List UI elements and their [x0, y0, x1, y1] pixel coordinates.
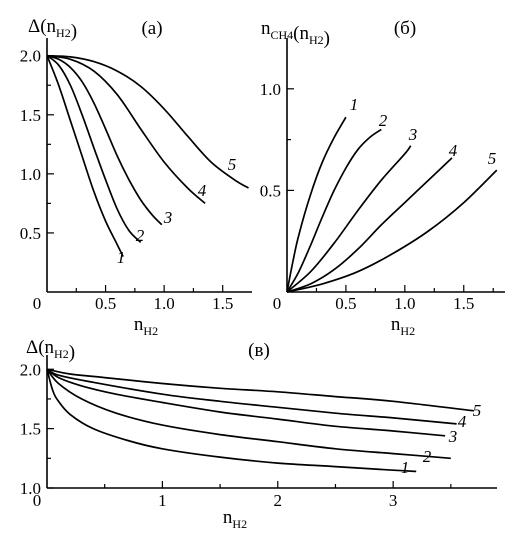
x-tick-label: 1.0 — [394, 294, 415, 313]
series-label-4: 4 — [198, 181, 207, 200]
series-line-4 — [46, 368, 457, 425]
y-axis-label: Δ(nH2) — [26, 337, 75, 363]
x-axis-label: nH2 — [223, 507, 247, 531]
series-line-2 — [46, 55, 142, 244]
x-tick-label: 1.0 — [154, 294, 175, 313]
series-line-4 — [286, 157, 453, 293]
series-label-4: 4 — [449, 141, 458, 160]
series-label-1: 1 — [401, 458, 410, 477]
series-label-1: 1 — [350, 95, 359, 114]
x-tick-label: 0 — [273, 294, 282, 313]
series-line-3 — [46, 368, 446, 437]
x-tick-label: 0.5 — [335, 294, 356, 313]
series-label-5: 5 — [488, 149, 497, 168]
series-label-3: 3 — [408, 125, 418, 144]
series-label-1: 1 — [117, 248, 126, 267]
y-tick-label: 0.5 — [260, 181, 281, 200]
series-line-1 — [46, 55, 124, 257]
series-label-4: 4 — [458, 412, 467, 431]
chart-panel-a: 0.5 1.0 1.5 2.0 0 0.5 1.0 1.5 Δ(nH2) nH2 (а) 123 4 5 — [20, 16, 252, 338]
x-axis-label: nH2 — [134, 314, 158, 338]
y-tick-label: 1.5 — [20, 106, 41, 125]
series-line-2 — [286, 128, 382, 293]
series-line-5 — [286, 169, 498, 293]
x-tick-label: 0 — [33, 294, 42, 313]
series-line-3 — [286, 145, 412, 293]
x-tick-label: 2 — [274, 491, 283, 510]
series-line-3 — [46, 54, 163, 226]
x-tick-label: 1.5 — [453, 294, 474, 313]
x-tick-label: 3 — [389, 491, 398, 510]
y-axis-label: nCH4(nH2) — [261, 18, 330, 49]
series-label-3: 3 — [448, 427, 458, 446]
x-tick-label: 0 — [33, 491, 42, 510]
y-axis-label: Δ(nH2) — [28, 16, 77, 42]
panel-tag: (а) — [141, 18, 162, 39]
series-line-1 — [46, 369, 417, 473]
x-axis-label: nH2 — [391, 314, 415, 338]
series-line-5 — [46, 368, 475, 412]
series-label-5: 5 — [473, 401, 482, 420]
y-tick-label: 1.5 — [20, 420, 41, 439]
series-line-2 — [46, 368, 451, 460]
series-label-2: 2 — [136, 226, 145, 245]
y-tick-label: 2.0 — [20, 47, 41, 66]
x-tick-label: 0.5 — [95, 294, 116, 313]
chart-panel-b: 0.5 1.0 0 0.5 1.0 1.5 nCH4(nH2) nH2 (б) 1 2 3 4 5 — [260, 18, 505, 338]
y-tick-label: 2.0 — [20, 360, 41, 379]
y-tick-label: 1.0 — [260, 80, 281, 99]
y-tick-label: 1.0 — [20, 165, 41, 184]
y-tick-label: 1.0 — [20, 479, 41, 498]
series-label-3: 3 — [163, 208, 173, 227]
series-label-2: 2 — [379, 111, 388, 130]
panel-tag: (в) — [248, 340, 270, 361]
series-line-5 — [46, 54, 249, 189]
x-tick-label: 1.5 — [212, 294, 233, 313]
series-label-5: 5 — [228, 155, 237, 174]
y-tick-label: 0.5 — [20, 224, 41, 243]
x-tick-label: 1 — [158, 491, 167, 510]
series-line-4 — [46, 54, 206, 205]
series-line-1 — [286, 116, 347, 293]
panel-tag: (б) — [394, 18, 416, 39]
series-label-2: 2 — [423, 447, 432, 466]
